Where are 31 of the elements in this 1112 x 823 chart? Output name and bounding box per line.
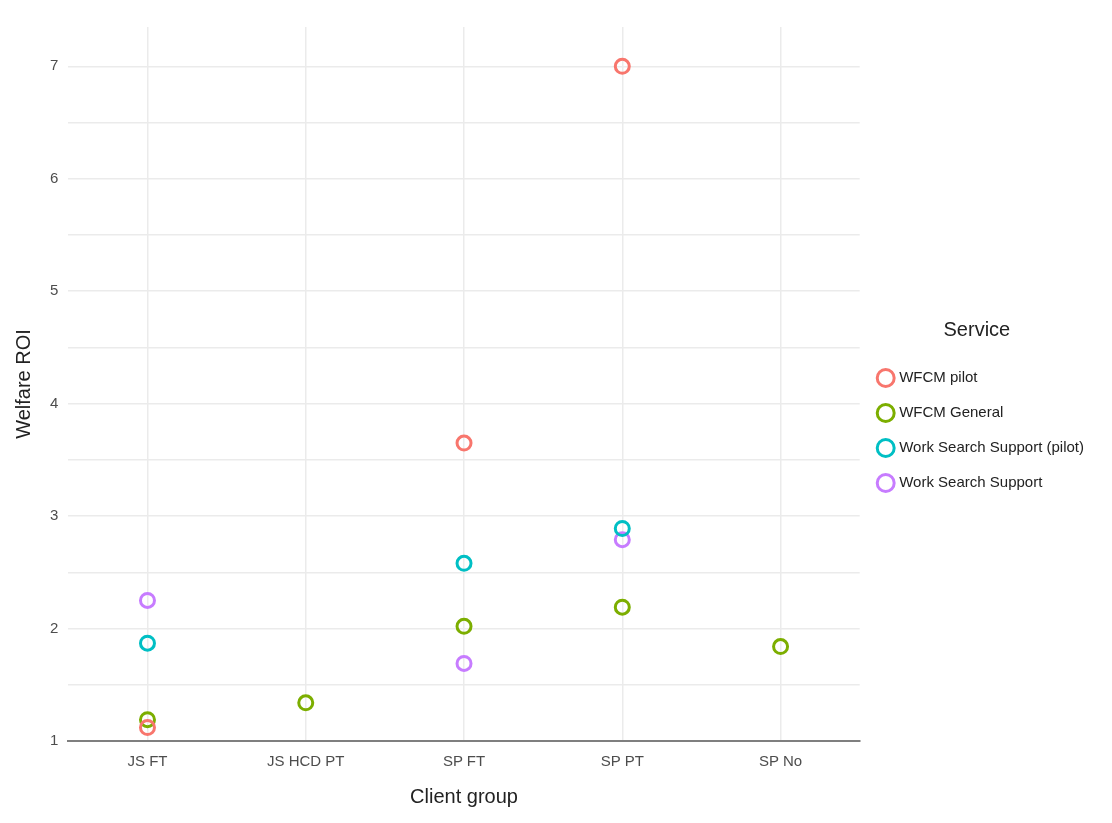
point [138,591,156,609]
x-tick-label: JS HCD PT [266,752,345,770]
y-tick-label: 1 [50,731,59,749]
y-axis-title: Welfare ROI [11,329,34,439]
legend-label: Work Search Support (pilot) [899,438,1085,456]
x-tick-label: SP PT [600,752,644,770]
y-tick-label: 4 [50,393,59,411]
point [297,694,315,712]
point [613,519,631,537]
legend-label: Work Search Support [899,473,1044,491]
point [455,654,473,672]
x-axis-title: Client group [410,784,518,807]
point [455,434,473,452]
point [613,57,631,75]
point [455,617,473,635]
y-tick-label: 7 [50,56,59,74]
point [772,638,790,656]
y-tick-label: 2 [50,618,59,636]
point [455,554,473,572]
point [138,719,156,737]
point [613,598,631,616]
x-tick-label: SP FT [442,752,486,770]
x-tick-label: JS FT [127,752,168,770]
point [138,634,156,652]
y-tick-label: 5 [50,281,59,299]
legend-label: WFCM General [899,403,1004,421]
legend-label: WFCM pilot [899,368,979,386]
x-tick-label: SP No [759,752,803,770]
y-tick-label: 3 [50,506,59,524]
y-tick-label: 6 [50,168,59,186]
legend-title: Service [943,318,1011,341]
